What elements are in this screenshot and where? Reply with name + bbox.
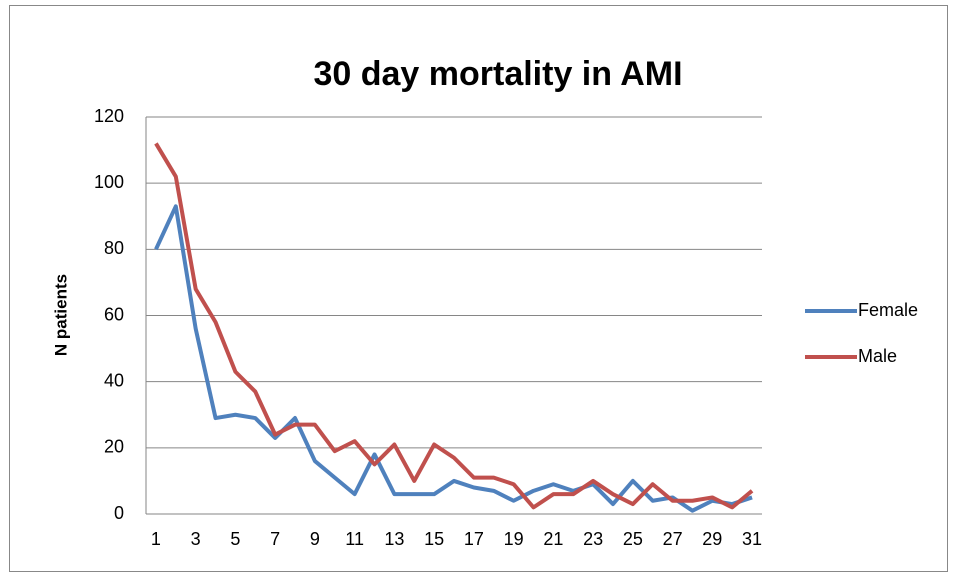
y-tick-label: 100 [94,172,124,192]
x-tick-label: 29 [702,529,722,549]
y-tick-label: 40 [104,370,124,390]
x-tick-label: 21 [543,529,563,549]
x-tick-label: 9 [310,529,320,549]
y-tick-label: 120 [94,106,124,126]
y-tick-label: 80 [104,238,124,258]
x-tick-label: 23 [583,529,603,549]
x-tick-label: 7 [270,529,280,549]
chart-title: 30 day mortality in AMI [313,55,682,93]
x-tick-label: 1 [151,529,161,549]
y-tick-label: 20 [104,437,124,457]
x-tick-label: 25 [623,529,643,549]
x-tick-label: 5 [230,529,240,549]
legend-label: Male [858,346,897,366]
x-tick-label: 3 [191,529,201,549]
series-line [154,204,753,513]
y-tick-label: 60 [104,304,124,324]
y-axis-label: N patients [51,274,70,356]
x-tick-label: 19 [504,529,524,549]
x-tick-label: 17 [464,529,484,549]
x-tick-label: 27 [663,529,683,549]
x-tick-label: 31 [742,529,762,549]
series-line [154,142,754,510]
x-tick-label: 11 [345,529,364,549]
x-tick-label: 15 [424,529,444,549]
legend-label: Female [858,300,918,320]
x-tick-label: 13 [384,529,404,549]
y-tick-label: 0 [114,503,124,523]
